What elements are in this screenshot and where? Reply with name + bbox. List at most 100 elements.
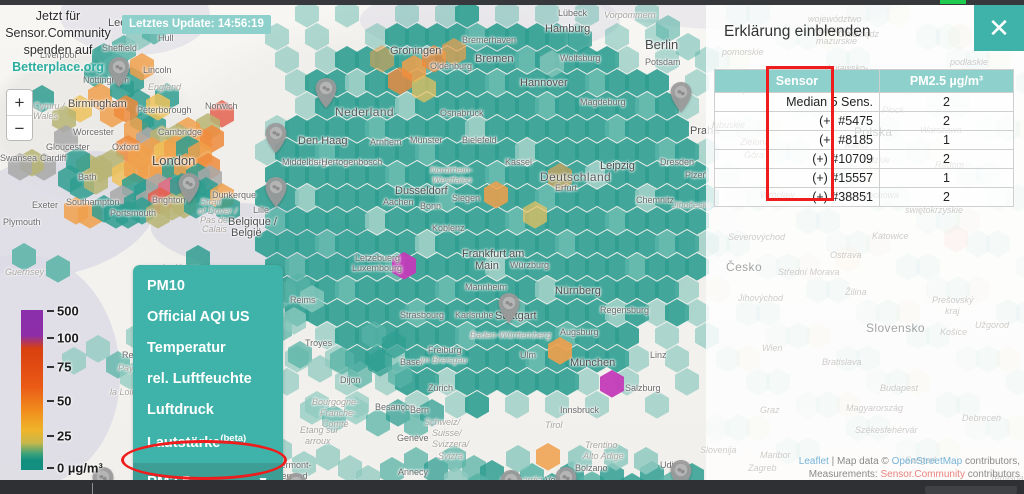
map-pin-icon[interactable] [670, 460, 692, 480]
table-row[interactable]: (+) #10709 2 [714, 149, 1014, 169]
map-pin-icon[interactable] [670, 82, 692, 112]
sensor-hexagon[interactable] [605, 23, 629, 51]
map-pin-icon[interactable] [265, 177, 287, 207]
sensor-hexagon[interactable] [536, 443, 560, 471]
sensor-hexagon[interactable] [568, 445, 592, 473]
sensor-hexagon[interactable] [54, 125, 78, 153]
sensor-hexagon[interactable] [275, 46, 299, 74]
column-header-sensor[interactable]: Sensor [714, 69, 880, 93]
sensor-hexagon[interactable] [548, 337, 572, 365]
sensor-hexagon[interactable] [465, 391, 489, 419]
sensor-hexagon[interactable] [675, 276, 699, 304]
sensor-hexagon[interactable] [665, 299, 689, 327]
sensor-hexagon[interactable] [634, 447, 658, 475]
sensor-hexagon[interactable] [300, 397, 324, 425]
sensor-hexagon[interactable] [62, 347, 86, 375]
sensor-id-cell[interactable]: (+) #15557 [714, 168, 880, 188]
map-pin-icon[interactable] [108, 57, 130, 87]
sensor-hexagon[interactable] [308, 355, 332, 383]
panel-title[interactable]: Erklärung einblenden [724, 23, 871, 40]
sensor-hexagon[interactable] [335, 5, 359, 28]
sensor-hexagon[interactable] [466, 473, 490, 480]
sensor-hexagon[interactable] [605, 345, 629, 373]
sensor-hexagon[interactable] [435, 5, 459, 28]
parameter-option-list[interactable]: PM10 Official AQI US Temperatur rel. Luftfe… [133, 271, 283, 459]
sensor-hexagon[interactable] [420, 399, 444, 427]
parameter-option-pm10[interactable]: PM10 [133, 271, 283, 302]
sensor-hexagon[interactable] [545, 391, 569, 419]
sensor-hexagon[interactable] [600, 370, 624, 398]
sensor-hexagon[interactable] [655, 276, 679, 304]
sensor-id-cell[interactable]: (+) #8185 [714, 130, 880, 150]
sensor-hexagon[interactable] [415, 368, 439, 396]
sensor-hexagon[interactable] [655, 322, 679, 350]
table-row[interactable]: (+) #38851 2 [714, 187, 1014, 207]
sensor-hexagon[interactable] [645, 69, 669, 97]
sensor-hexagon[interactable] [388, 361, 412, 389]
sensor-community-link[interactable]: Sensor.Community [880, 469, 965, 480]
map-pin-icon[interactable] [285, 473, 307, 480]
sensor-hexagon[interactable] [580, 471, 604, 480]
sensor-hexagon[interactable] [388, 67, 412, 95]
sensor-hexagon[interactable] [395, 5, 419, 28]
parameter-option-rel-luftfeuchte[interactable]: rel. Luftfeuchte [133, 364, 283, 395]
sensor-hexagon[interactable] [455, 5, 479, 28]
sensor-hexagon[interactable] [495, 5, 519, 28]
parameter-dropdown-panel[interactable]: PM10 Official AQI US Temperatur rel. Luftfe… [133, 265, 283, 494]
sensor-hexagon[interactable] [282, 307, 306, 335]
sensor-hexagon[interactable] [665, 345, 689, 373]
sensor-hexagon[interactable] [316, 443, 340, 471]
sensor-id-cell[interactable]: Median 5 Sens. [714, 92, 880, 112]
column-header-pm25[interactable]: PM2.5 µg/m³ [879, 69, 1014, 93]
sensor-hexagon[interactable] [665, 115, 689, 143]
sensor-hexagon[interactable] [505, 391, 529, 419]
sensor-hexagon[interactable] [12, 243, 36, 271]
sensor-hexagon[interactable] [540, 473, 564, 480]
sensor-hexagon[interactable] [412, 75, 436, 103]
sensor-hexagon[interactable] [655, 46, 679, 74]
sensor-hexagon[interactable] [146, 93, 170, 121]
sensor-hexagon[interactable] [575, 5, 599, 28]
sensor-hexagon[interactable] [604, 443, 628, 471]
sensor-hexagon[interactable] [675, 368, 699, 396]
map-pin-icon[interactable] [498, 293, 520, 323]
sensor-hexagon[interactable] [575, 368, 599, 396]
sensor-hexagon[interactable] [480, 460, 504, 480]
sensor-hexagon[interactable] [625, 345, 649, 373]
sensor-hexagon[interactable] [645, 391, 669, 419]
sensor-hexagon[interactable] [635, 5, 659, 28]
table-row[interactable]: (+) #15557 1 [714, 168, 1014, 188]
sensor-hexagon[interactable] [685, 253, 709, 281]
parameter-option-temperatur[interactable]: Temperatur [133, 333, 283, 364]
zoom-in-button[interactable]: + [7, 90, 32, 115]
table-row[interactable]: (+) #5475 2 [714, 111, 1014, 131]
sensor-hexagon[interactable] [114, 95, 138, 123]
sensor-hexagon[interactable] [506, 445, 530, 473]
sensor-hexagon[interactable] [615, 46, 639, 74]
sensor-hexagon[interactable] [305, 23, 329, 51]
sensor-hexagon[interactable] [295, 5, 319, 28]
close-icon[interactable]: ✕ [974, 5, 1024, 51]
sensor-hexagon[interactable] [685, 299, 709, 327]
map-pin-icon[interactable] [265, 123, 287, 153]
osm-link[interactable]: OpenStreetMap [891, 456, 963, 467]
map-pin-icon[interactable] [555, 467, 577, 480]
sensor-hexagon[interactable] [615, 322, 639, 350]
donation-link[interactable]: Betterplace.org [12, 60, 104, 74]
sensor-hexagon[interactable] [380, 457, 404, 480]
sensor-hexagon[interactable] [392, 252, 416, 280]
parameter-option-official-aqi-us[interactable]: Official AQI US [133, 302, 283, 333]
sensor-id-cell[interactable]: (+) #38851 [714, 187, 880, 207]
sensor-hexagon[interactable] [322, 405, 346, 433]
sensor-hexagon[interactable] [585, 391, 609, 419]
zoom-out-button[interactable]: − [7, 115, 32, 140]
sensor-hexagon[interactable] [620, 473, 644, 480]
map-zoom-control[interactable]: + − [6, 89, 33, 141]
map-pin-icon[interactable] [315, 78, 337, 108]
parameter-option-lautst-rke[interactable]: Lautstärke(beta) [133, 426, 283, 459]
leaflet-link[interactable]: Leaflet [798, 456, 829, 467]
table-row[interactable]: (+) #8185 1 [714, 130, 1014, 150]
table-row[interactable]: Median 5 Sens. 2 [714, 92, 1014, 112]
sensor-hexagon[interactable] [344, 397, 368, 425]
sensor-hexagon[interactable] [30, 85, 54, 113]
